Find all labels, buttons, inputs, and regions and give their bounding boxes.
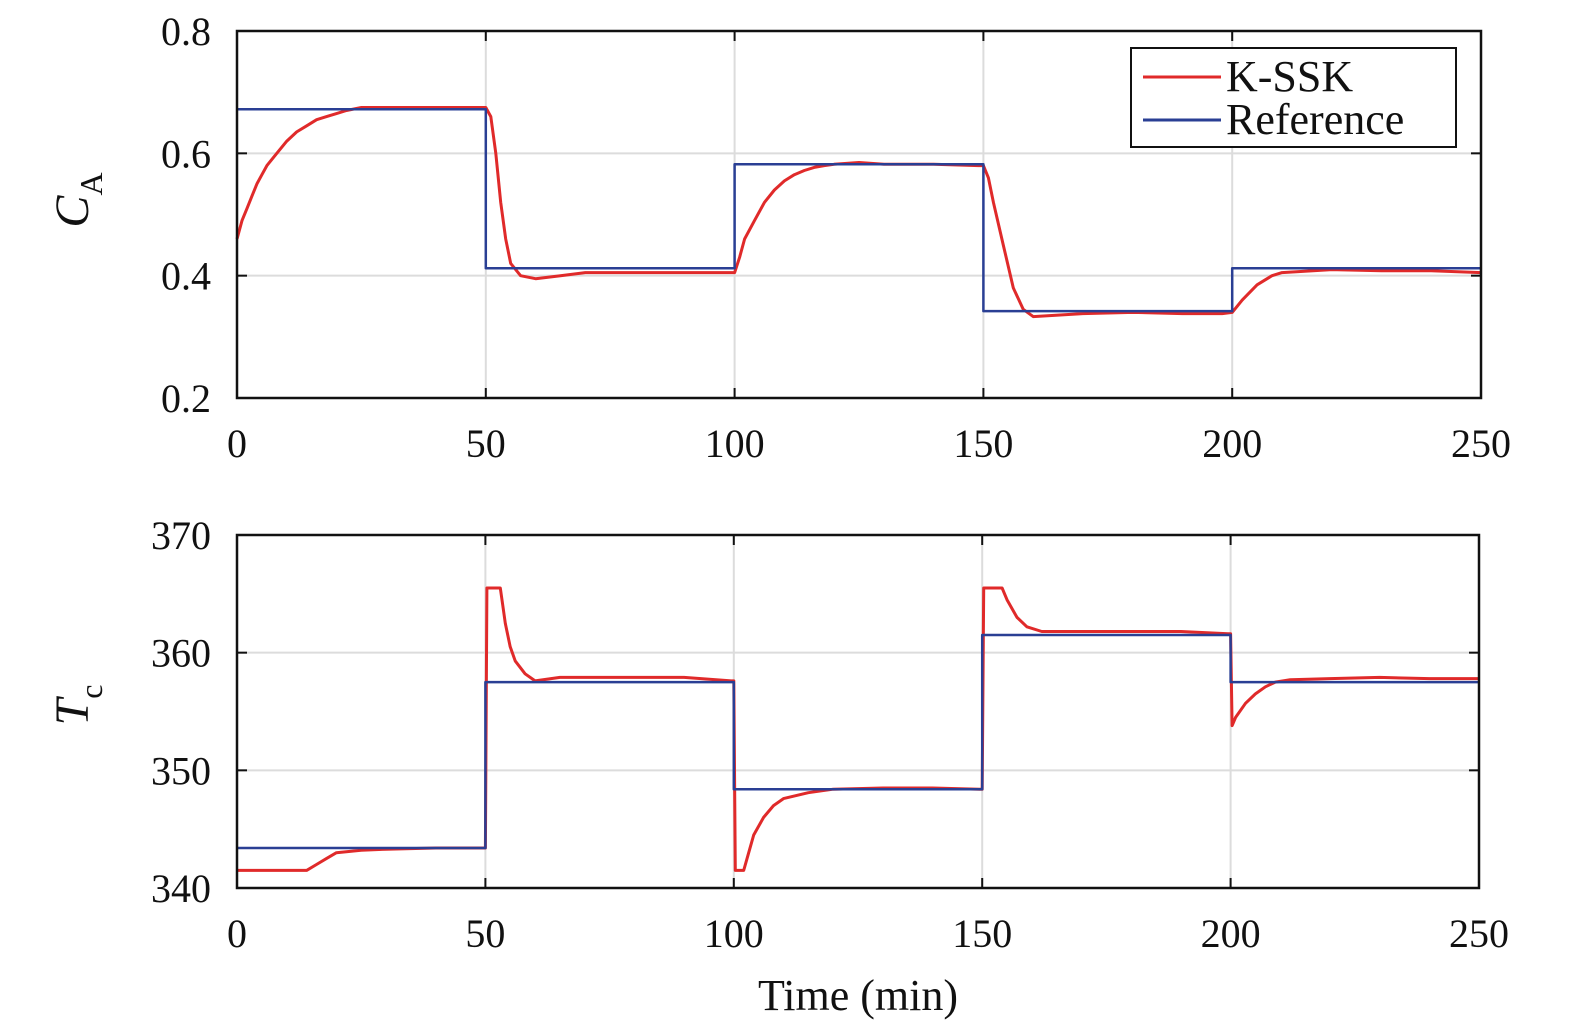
y-tick-label: 0.4 bbox=[161, 254, 211, 299]
x-tick-label: 100 bbox=[705, 421, 765, 466]
series-line-k-ssk bbox=[235, 106, 1482, 319]
series-line-reference bbox=[237, 633, 1479, 850]
y-axis-label: Tc bbox=[46, 685, 109, 726]
legend-box bbox=[1130, 47, 1457, 148]
x-tick-label: 0 bbox=[227, 421, 247, 466]
x-tick-label: 250 bbox=[1449, 911, 1509, 956]
x-axis-label: Time (min) bbox=[758, 971, 958, 1020]
y-tick-label: 350 bbox=[151, 748, 211, 793]
x-tick-label: 100 bbox=[704, 911, 764, 956]
x-tick-label: 50 bbox=[466, 421, 506, 466]
y-tick-label: 370 bbox=[151, 513, 211, 558]
bottom-panel-tc: 0 50 100 150 200 250 340 350 360 370 Tc Time (min) bbox=[46, 513, 1509, 1020]
y-axis-label: CA bbox=[46, 172, 109, 227]
legend-label-reference: Reference bbox=[1226, 95, 1404, 144]
y-tick-label: 0.2 bbox=[161, 376, 211, 421]
x-tick-label: 250 bbox=[1451, 421, 1511, 466]
series-line-reference bbox=[237, 108, 1481, 313]
axes-frame bbox=[235, 533, 1481, 890]
y-tick-label: 0.6 bbox=[161, 131, 211, 176]
y-tick-label: 340 bbox=[151, 866, 211, 911]
legend-label-k-ssk: K-SSK bbox=[1226, 52, 1353, 101]
x-tick-label: 0 bbox=[227, 911, 247, 956]
series-line-k-ssk bbox=[237, 586, 1479, 872]
y-tick-label: 360 bbox=[151, 631, 211, 676]
x-tick-label: 50 bbox=[465, 911, 505, 956]
top-panel-ca: 0 50 100 150 200 250 0.2 0.4 0.6 0.8 CA K-SSKRefere… bbox=[46, 9, 1511, 466]
y-tick-label: 0.8 bbox=[161, 9, 211, 54]
x-tick-label: 200 bbox=[1202, 421, 1262, 466]
axes-frame bbox=[235, 29, 1483, 400]
x-tick-label: 150 bbox=[953, 421, 1013, 466]
x-tick-label: 150 bbox=[952, 911, 1012, 956]
x-tick-label: 200 bbox=[1201, 911, 1261, 956]
